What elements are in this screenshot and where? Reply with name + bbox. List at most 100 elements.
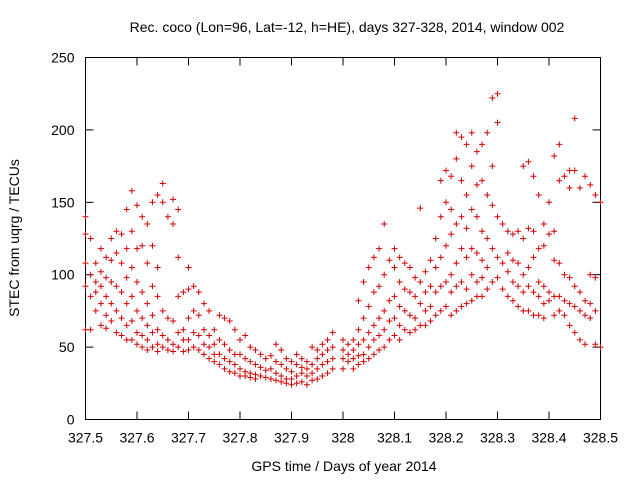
data-point xyxy=(128,318,135,325)
data-point xyxy=(422,289,429,296)
data-point xyxy=(221,365,228,372)
data-point xyxy=(324,336,331,343)
x-axis: 327.5 327.6 327.7 327.8 327.9 328 328.1 328.2 32… xyxy=(68,57,618,446)
data-point xyxy=(309,377,316,384)
data-point xyxy=(520,235,527,242)
data-point xyxy=(479,257,486,264)
data-point xyxy=(504,249,511,256)
data-point xyxy=(108,300,115,307)
data-point xyxy=(319,341,326,348)
data-point xyxy=(592,341,599,348)
data-point xyxy=(103,254,110,261)
data-point xyxy=(206,344,213,351)
data-point xyxy=(108,318,115,325)
data-point xyxy=(396,336,403,343)
data-point xyxy=(175,293,182,300)
x-tick-label: 328.3 xyxy=(480,430,515,446)
data-point xyxy=(551,293,558,300)
data-point xyxy=(391,315,398,322)
data-point xyxy=(144,260,151,267)
data-point xyxy=(242,373,249,380)
data-point xyxy=(226,368,233,375)
data-point xyxy=(216,361,223,368)
data-point xyxy=(479,293,486,300)
data-point xyxy=(530,173,537,180)
data-point xyxy=(530,312,537,319)
data-point xyxy=(350,365,357,372)
data-point xyxy=(303,358,310,365)
data-point xyxy=(448,206,455,213)
data-point xyxy=(319,351,326,358)
data-point xyxy=(108,257,115,264)
data-point xyxy=(535,293,542,300)
data-point xyxy=(386,336,393,343)
data-point xyxy=(340,355,346,362)
data-point xyxy=(221,341,228,348)
data-point xyxy=(448,271,455,278)
data-point xyxy=(484,264,491,271)
data-point xyxy=(582,312,589,319)
data-point xyxy=(118,315,125,322)
data-point xyxy=(494,119,501,126)
data-point xyxy=(257,351,264,358)
data-point xyxy=(556,293,563,300)
data-point xyxy=(139,344,146,351)
data-point xyxy=(365,355,372,362)
data-point xyxy=(551,228,558,235)
data-point xyxy=(293,373,300,380)
data-point xyxy=(468,271,475,278)
data-point xyxy=(92,278,99,285)
data-point xyxy=(406,264,413,271)
data-point xyxy=(566,167,573,174)
data-point xyxy=(530,254,537,261)
data-point xyxy=(417,300,424,307)
x-tick-label: 327.7 xyxy=(171,430,206,446)
data-point xyxy=(231,361,238,368)
data-point xyxy=(551,152,558,159)
data-point xyxy=(200,351,207,358)
data-point xyxy=(489,202,496,209)
data-point xyxy=(458,177,465,184)
data-point xyxy=(309,361,316,368)
y-tick-label: 0 xyxy=(67,412,75,428)
data-point xyxy=(288,381,295,388)
data-point xyxy=(139,289,146,296)
data-point xyxy=(324,346,331,353)
data-point xyxy=(190,283,197,290)
data-point xyxy=(159,180,166,187)
data-point xyxy=(453,129,460,136)
data-point xyxy=(370,289,377,296)
data-point xyxy=(422,268,429,275)
data-point xyxy=(448,173,455,180)
data-point xyxy=(324,370,331,377)
data-point xyxy=(159,344,166,351)
data-point xyxy=(170,318,177,325)
data-point xyxy=(190,344,197,351)
data-point xyxy=(314,355,321,362)
data-points xyxy=(82,90,604,388)
data-point xyxy=(329,355,336,362)
data-point xyxy=(520,289,527,296)
data-point xyxy=(432,264,439,271)
data-point xyxy=(468,206,475,213)
data-point xyxy=(437,283,444,290)
data-point xyxy=(123,336,130,343)
data-point xyxy=(283,365,290,372)
data-point xyxy=(340,365,346,372)
data-point xyxy=(489,95,496,102)
data-point xyxy=(432,289,439,296)
data-point xyxy=(237,365,243,372)
data-point xyxy=(381,221,388,228)
data-point xyxy=(118,289,125,296)
data-point xyxy=(180,348,187,355)
data-point xyxy=(278,361,285,368)
data-point xyxy=(571,283,578,290)
data-point xyxy=(139,315,146,322)
data-point xyxy=(211,341,218,348)
data-point xyxy=(211,326,218,333)
data-point xyxy=(82,260,89,267)
data-point xyxy=(154,341,161,348)
data-point xyxy=(391,264,398,271)
data-point xyxy=(571,303,578,310)
